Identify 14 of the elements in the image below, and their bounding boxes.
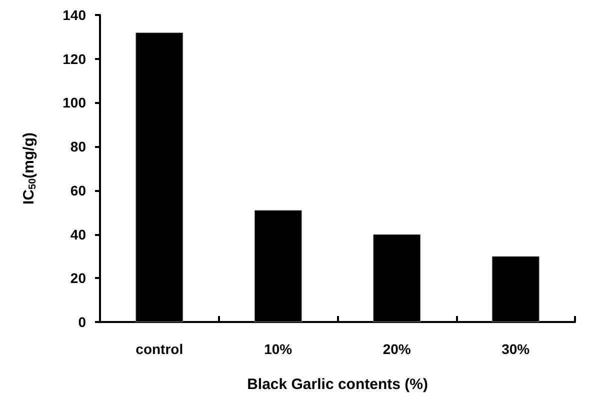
x-tick-label: 10% [264, 341, 293, 357]
x-axis-title: Black Garlic contents (%) [247, 376, 428, 393]
y-tick-label: 40 [70, 226, 86, 242]
x-tick-label: 30% [502, 341, 530, 357]
y-tick-label: 80 [70, 138, 86, 155]
x-tick-label: 20% [382, 341, 412, 357]
y-tick-label: 0 [78, 314, 86, 330]
y-tick-label: 120 [62, 50, 86, 67]
y-tick-label: 100 [62, 94, 86, 111]
x-tick-label: control [136, 341, 184, 357]
y-tick-label: 60 [70, 182, 86, 198]
y-tick-label: 140 [62, 7, 86, 23]
y-axis-title: IC50(mg/g) [20, 132, 38, 204]
y-tick-label: 20 [70, 270, 86, 286]
